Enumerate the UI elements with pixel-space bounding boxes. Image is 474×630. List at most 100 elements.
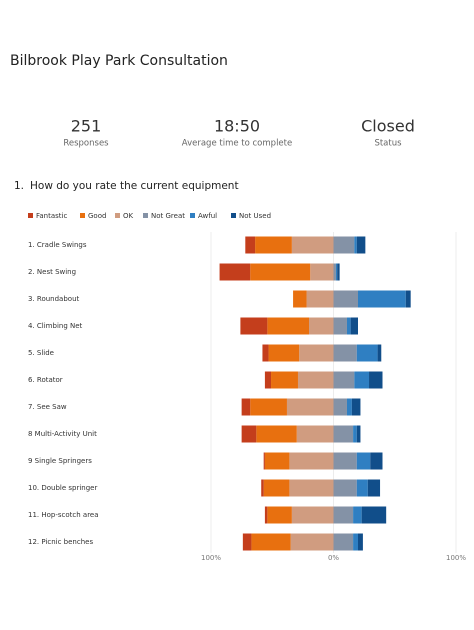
stat-value: 251 [71,117,102,136]
bar-segment [241,425,257,443]
bar-segment [333,398,347,416]
category-label: 7. See Saw [28,403,67,411]
bar-segment [267,317,309,335]
bar-segment [268,344,300,362]
bar-segment [354,371,370,389]
page-title: Bilbrook Play Park Consultation [10,53,228,69]
legend-label: Awful [198,212,217,220]
category-label: 6. Rotator [28,376,63,384]
category-label: 4. Climbing Net [28,322,83,330]
bar-segment [264,452,290,470]
bar-segment [377,344,382,362]
bar-segment [289,479,334,497]
bar-segment [271,371,298,389]
bar-segment [356,452,371,470]
legend-swatch [28,213,33,218]
legend-swatch [115,213,120,218]
category-label: 12. Picnic benches [28,538,93,546]
bar-segment [333,371,355,389]
bar-segment [346,317,351,335]
category-label: 2. Nest Swing [28,268,76,276]
bar-segment [263,479,290,497]
legend-swatch [231,213,236,218]
bar-segment [333,452,357,470]
x-tick-label: 100% [201,554,221,562]
category-label: 11. Hop-scotch area [28,511,99,519]
category-label: 10. Double springer [28,484,97,492]
legend-swatch [80,213,85,218]
bar-segment [353,506,362,524]
legend-swatch [143,213,148,218]
bar-segment [290,533,334,551]
bar-segment [241,398,251,416]
bar-segment [356,479,368,497]
bar-segment [333,506,354,524]
bar-segment [250,263,311,281]
bar-segment [262,344,269,362]
bar-segment [333,533,354,551]
bar-segment [358,290,406,308]
bar-segment [263,452,265,470]
bar-segment [289,452,334,470]
x-tick-label: 100% [446,554,466,562]
bar-segment [240,317,268,335]
legend-label: Good [88,212,106,220]
bar-segment [333,479,357,497]
category-label: 3. Roundabout [28,295,80,303]
bar-segment [264,371,272,389]
bar-segment [335,263,338,281]
bar-segment [369,371,383,389]
bar-segment [251,533,291,551]
bar-segment [351,398,361,416]
bar-segment [296,425,334,443]
bar-segment [219,263,251,281]
bar-segment [358,533,363,551]
question-text: How do you rate the current equipment [30,180,239,192]
category-label: 9 Single Springers [28,457,92,465]
bar-segment [361,506,387,524]
stat-value: 18:50 [214,117,260,136]
bar-segment [291,506,334,524]
question-number: 1. [14,180,24,192]
bar-segment [309,317,334,335]
bar-segment [346,398,352,416]
bar-segment [333,236,355,254]
stat-label: Average time to complete [182,139,292,149]
bar-segment [356,344,378,362]
stat-label: Status [374,139,402,149]
bar-segment [333,317,347,335]
bar-segment [337,263,340,281]
bar-segment [286,398,334,416]
bar-segment [354,236,357,254]
stat-value: Closed [361,117,415,136]
bar-segment [245,236,256,254]
bar-segment [264,506,268,524]
bar-segment [255,236,292,254]
legend-label: OK [123,212,134,220]
bar-segment [353,533,358,551]
bar-segment [310,263,334,281]
bar-segment [370,452,383,470]
bar-segment [261,479,264,497]
bar-segment [293,290,307,308]
category-label: 5. Slide [28,349,54,357]
bar-segment [367,479,381,497]
bar-segment [256,425,297,443]
bar-segment [267,506,292,524]
bar-segment [350,317,358,335]
bar-segment [333,425,354,443]
bar-segment [242,533,252,551]
legend-label: Fantastic [36,212,67,220]
bar-segment [250,398,287,416]
category-label: 8 Multi-Activity Unit [28,430,97,438]
bar-segment [299,344,334,362]
bar-segment [297,371,334,389]
category-label: 1. Cradle Swings [28,241,87,249]
bar-segment [333,344,357,362]
legend-label: Not Great [151,212,185,220]
bar-segment [333,290,358,308]
bar-segment [291,236,334,254]
bar-segment [356,425,361,443]
legend-label: Not Used [239,212,271,220]
